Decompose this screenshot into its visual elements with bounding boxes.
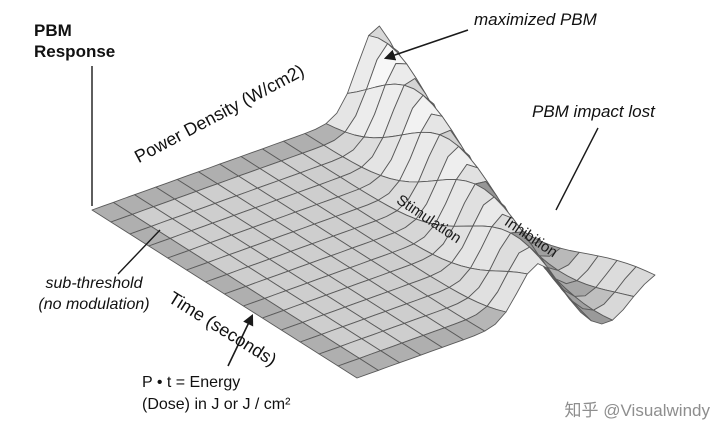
z-axis-label: PBM Response — [34, 20, 115, 63]
watermark: 知乎 @Visualwindy — [564, 401, 710, 420]
annotation-lines — [117, 29, 599, 367]
z-axis-label-line2: Response — [34, 42, 116, 62]
pbm-impact-lost-annotation: PBM impact lost — [532, 102, 655, 121]
sub-threshold-annotation: sub-threshold (no modulation) — [8, 274, 180, 316]
maximized-pbm-arrow — [383, 29, 469, 61]
dose-annotation-line1: P • t = Energy — [142, 374, 241, 391]
impact-lost-line — [555, 127, 599, 211]
sub-threshold-line2: (no modulation) — [38, 295, 150, 313]
sub-threshold-line — [117, 229, 161, 275]
dose-annotation-line2: (Dose) in J or J / cm² — [142, 395, 291, 413]
surface-cell — [337, 357, 379, 379]
surface-mesh — [91, 25, 656, 379]
dose-annotation: P • t = Energy (Dose) in J or J / cm² — [142, 372, 342, 415]
z-axis-label-line1: PBM — [34, 21, 72, 40]
maximized-pbm-annotation: maximized PBM — [474, 10, 597, 29]
dose-arrow — [227, 313, 254, 367]
sub-threshold-line1: sub-threshold — [45, 275, 143, 292]
